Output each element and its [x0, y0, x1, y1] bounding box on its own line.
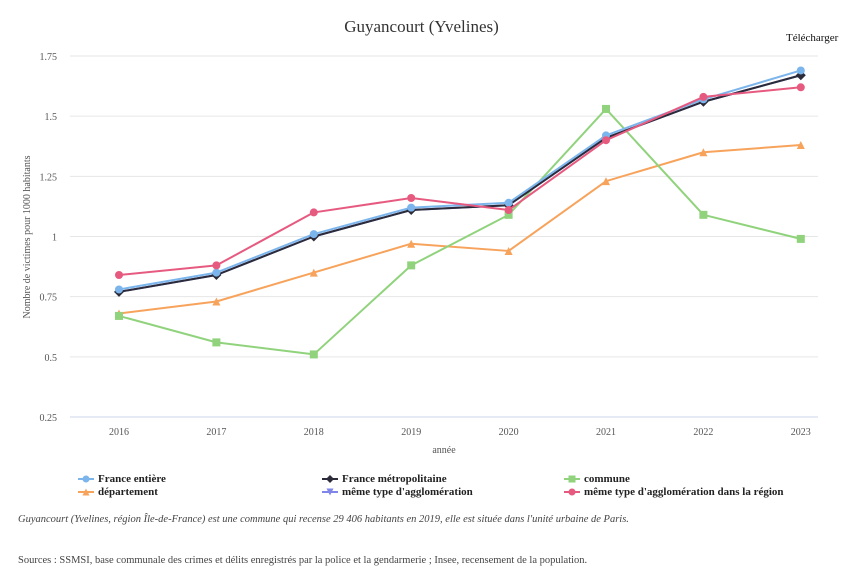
data-point: [407, 239, 416, 248]
data-point: [212, 338, 221, 347]
chart-title: Guyancourt (Yvelines): [344, 17, 499, 36]
data-point: [796, 234, 805, 243]
legend-item[interactable]: France métropolitaine: [322, 472, 447, 486]
series-line: [118, 74, 802, 293]
data-point: [115, 285, 123, 294]
x-axis-title: année: [432, 445, 456, 456]
legend-item[interactable]: même type d'agglomération dans la région: [564, 485, 784, 499]
legend-item[interactable]: commune: [564, 472, 630, 486]
chart-sources: Sources : SSMSI, base communale des crim…: [18, 555, 588, 566]
data-point: [309, 350, 318, 359]
series-line: [118, 144, 802, 315]
data-point: [504, 198, 513, 207]
series-line: [118, 74, 802, 293]
legend-item[interactable]: même type d'agglomération: [322, 485, 473, 499]
y-tick-label: 0.75: [40, 293, 58, 304]
legend-label: commune: [584, 473, 630, 485]
data-point: [407, 193, 416, 202]
x-tick-label: 2019: [401, 427, 421, 438]
series-line: [118, 69, 802, 291]
legend-item[interactable]: France entière: [78, 472, 166, 486]
legend-item[interactable]: département: [78, 485, 158, 499]
data-point: [309, 208, 318, 217]
data-point: [504, 246, 513, 255]
x-tick-label: 2023: [791, 427, 811, 438]
data-point: [309, 230, 318, 239]
data-point: [796, 141, 805, 150]
data-point: [407, 261, 416, 270]
y-tick-label: 1.5: [45, 112, 58, 123]
chart-caption: Guyancourt (Yvelines, région Île-de-Fran…: [18, 514, 629, 525]
y-tick-label: 0.5: [45, 353, 58, 364]
x-tick-label: 2017: [206, 427, 226, 438]
legend-label: France métropolitaine: [342, 473, 447, 485]
legend-symbol: [564, 488, 580, 496]
data-point: [115, 311, 123, 320]
y-tick-label: 1: [52, 233, 57, 244]
legend-label: même type d'agglomération: [342, 486, 473, 498]
data-point: [504, 210, 513, 219]
legend-label: France entière: [98, 473, 166, 485]
y-axis-title: Nombre de victimes pour 1000 habitants: [22, 155, 33, 318]
legend-label: même type d'agglomération dans la région: [584, 486, 784, 498]
data-point: [212, 261, 221, 270]
data-point: [504, 206, 513, 215]
y-tick-label: 1.75: [40, 52, 58, 63]
download-button[interactable]: Télécharger: [786, 29, 843, 47]
legend-symbol: [322, 488, 338, 496]
legend-symbol: [322, 475, 338, 483]
chart-container: Guyancourt (Yvelines) 0.25 0.5 0.75 1 1.25 1.5…: [22, 17, 818, 456]
data-point: [699, 148, 708, 157]
series-line: [118, 86, 802, 277]
data-point: [602, 104, 610, 113]
line-chart: Guyancourt (Yvelines) 0.25 0.5 0.75 1 1.25 1.5…: [22, 17, 818, 456]
series-line: [118, 107, 802, 356]
data-point: [309, 268, 318, 277]
x-tick-label: 2022: [693, 427, 713, 438]
data-point: [796, 66, 805, 75]
y-tick-label: 0.25: [40, 413, 58, 424]
y-tick-label: 1.25: [40, 172, 58, 183]
data-point: [699, 210, 708, 219]
x-tick-label: 2016: [109, 427, 129, 438]
data-point: [212, 297, 221, 306]
data-point: [602, 177, 610, 186]
data-point: [407, 203, 416, 212]
legend-symbol: [78, 488, 94, 496]
data-point: [699, 92, 708, 101]
data-point: [115, 271, 123, 280]
x-tick-label: 2020: [499, 427, 519, 438]
data-point: [602, 136, 610, 145]
x-tick-label: 2018: [304, 427, 324, 438]
data-point: [212, 268, 221, 277]
legend-symbol: [564, 475, 580, 483]
legend-symbol: [78, 475, 94, 483]
data-point: [796, 83, 805, 92]
legend-label: département: [98, 486, 158, 498]
x-tick-label: 2021: [596, 427, 616, 438]
